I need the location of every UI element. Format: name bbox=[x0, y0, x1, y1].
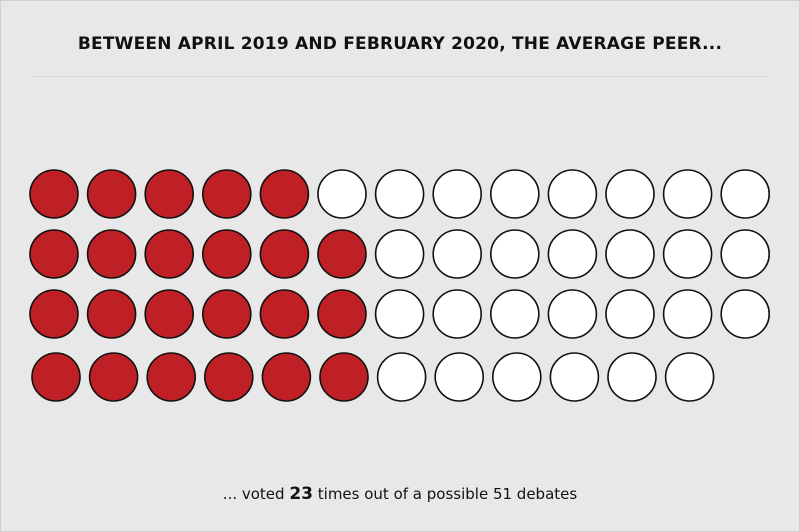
chart-caption: ... voted 23 times out of a possible 51 … bbox=[0, 484, 800, 504]
waffle-dot-not-voted bbox=[720, 229, 771, 279]
waffle-dot-voted bbox=[86, 169, 137, 219]
waffle-dot-not-voted bbox=[549, 352, 600, 402]
waffle-dot-voted bbox=[144, 169, 194, 219]
waffle-dot-voted bbox=[29, 169, 79, 219]
waffle-dot-voted bbox=[259, 229, 310, 279]
waffle-dot-voted bbox=[259, 289, 310, 339]
caption-prefix: ... voted bbox=[222, 485, 290, 503]
waffle-dot-not-voted bbox=[547, 289, 598, 339]
waffle-dot-not-voted bbox=[434, 352, 485, 402]
waffle-dot-not-voted bbox=[489, 229, 540, 279]
waffle-dot-not-voted bbox=[317, 169, 367, 219]
waffle-dot-voted bbox=[259, 169, 310, 219]
caption-voted-count: 23 bbox=[289, 484, 313, 504]
waffle-dot-not-voted bbox=[489, 169, 540, 219]
waffle-dot-voted bbox=[86, 229, 137, 279]
waffle-dot-not-voted bbox=[432, 289, 483, 339]
waffle-dot-not-voted bbox=[374, 229, 425, 279]
waffle-dot-not-voted bbox=[547, 229, 598, 279]
waffle-dot-voted bbox=[86, 289, 137, 339]
waffle-dot-voted bbox=[319, 352, 369, 402]
waffle-dot-voted bbox=[88, 352, 139, 402]
waffle-dot-not-voted bbox=[547, 169, 598, 219]
waffle-dot-not-voted bbox=[720, 169, 771, 219]
waffle-dot-voted bbox=[144, 229, 194, 279]
waffle-dot-voted bbox=[204, 352, 254, 402]
waffle-dot-not-voted bbox=[662, 229, 713, 279]
waffle-dot-not-voted bbox=[374, 169, 425, 219]
waffle-dot-voted bbox=[29, 289, 79, 339]
waffle-dot-voted bbox=[31, 352, 81, 402]
waffle-dot-not-voted bbox=[489, 289, 540, 339]
waffle-dot-voted bbox=[261, 352, 312, 402]
waffle-dot-voted bbox=[29, 229, 79, 279]
waffle-dot-not-voted bbox=[664, 352, 715, 402]
waffle-dot-not-voted bbox=[432, 229, 483, 279]
caption-suffix: times out of a possible 51 debates bbox=[313, 485, 578, 503]
waffle-dot-voted bbox=[202, 289, 252, 339]
waffle-dot-not-voted bbox=[720, 289, 771, 339]
waffle-dot-voted bbox=[317, 229, 367, 279]
waffle-dot-not-voted bbox=[605, 289, 655, 339]
waffle-dot-voted bbox=[202, 169, 252, 219]
waffle-dot-not-voted bbox=[662, 289, 713, 339]
waffle-dot-not-voted bbox=[432, 169, 483, 219]
waffle-dot-not-voted bbox=[662, 169, 713, 219]
waffle-dot-not-voted bbox=[605, 169, 655, 219]
waffle-dot-not-voted bbox=[607, 352, 657, 402]
chart-title: BETWEEN APRIL 2019 AND FEBRUARY 2020, TH… bbox=[77, 34, 723, 54]
waffle-dot-voted bbox=[317, 289, 367, 339]
waffle-dot-voted bbox=[146, 352, 196, 402]
waffle-dot-not-voted bbox=[374, 289, 425, 339]
waffle-dot-not-voted bbox=[605, 229, 655, 279]
waffle-dot-voted bbox=[202, 229, 252, 279]
waffle-dot-not-voted bbox=[491, 352, 542, 402]
title-divider bbox=[30, 76, 770, 77]
waffle-dot-not-voted bbox=[376, 352, 427, 402]
waffle-dot-voted bbox=[144, 289, 194, 339]
